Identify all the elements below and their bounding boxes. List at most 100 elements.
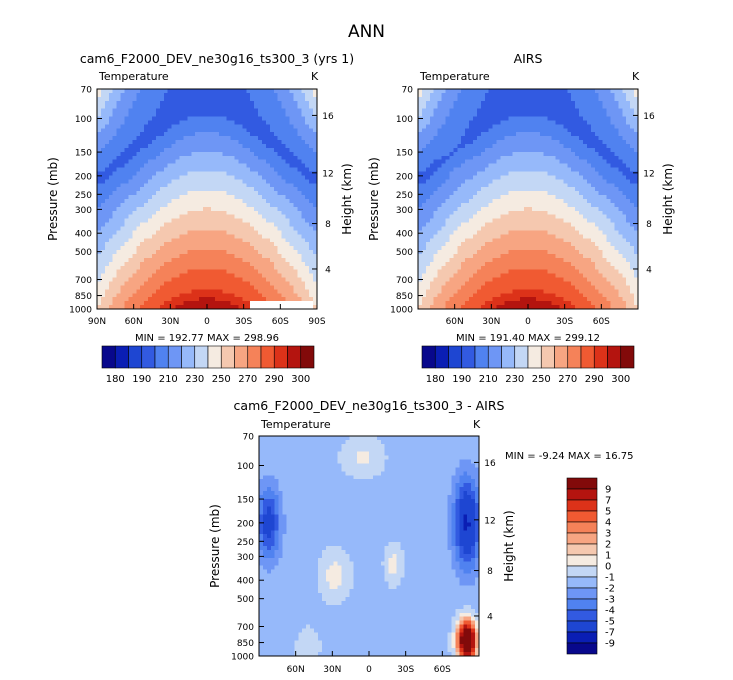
field-cell <box>492 163 498 169</box>
field-cell <box>484 202 490 208</box>
field-cell <box>199 301 204 306</box>
field-cell <box>203 246 208 251</box>
field-cell <box>97 108 102 114</box>
field-cell <box>97 175 102 180</box>
field-cell <box>586 199 592 204</box>
field-cell <box>167 238 173 243</box>
field-cell <box>187 265 192 271</box>
field-cell <box>269 89 275 94</box>
field-cell <box>132 112 137 118</box>
field-cell <box>289 89 295 94</box>
field-cell <box>250 179 255 184</box>
field-cell <box>116 206 122 212</box>
field-cell <box>238 246 243 251</box>
field-cell <box>551 151 557 157</box>
field-cell <box>207 277 212 283</box>
field-cell <box>626 151 631 157</box>
field-cell <box>480 175 486 180</box>
field-cell <box>575 120 580 125</box>
field-cell <box>226 112 232 118</box>
field-cell <box>120 104 126 110</box>
field-cell <box>258 187 263 192</box>
field-cell <box>293 261 298 267</box>
field-cell <box>614 199 619 204</box>
field-cell <box>273 163 279 169</box>
field-cell <box>281 179 287 184</box>
field-cell <box>594 112 600 118</box>
field-cell <box>418 202 423 208</box>
field-cell <box>191 222 196 228</box>
field-cell <box>246 238 251 243</box>
field-cell <box>195 265 200 271</box>
field-cell <box>171 277 177 283</box>
field-cell <box>606 104 612 110</box>
field-cell <box>250 89 255 94</box>
field-cell <box>461 116 466 122</box>
field-cell <box>421 202 427 208</box>
field-cell <box>476 96 482 102</box>
field-cell <box>250 163 255 169</box>
field-cell <box>622 202 627 208</box>
field-cell <box>309 265 314 271</box>
field-cell <box>191 257 196 263</box>
field-cell <box>492 191 498 196</box>
field-cell <box>269 261 275 267</box>
field-cell <box>610 179 616 184</box>
field-cell <box>571 171 576 177</box>
field-cell <box>433 191 439 196</box>
field-cell <box>618 163 623 169</box>
field-cell <box>104 191 110 196</box>
field-cell <box>195 147 200 153</box>
pressure-tick-label: 100 <box>75 115 92 125</box>
field-cell <box>281 210 287 216</box>
field-cell <box>230 112 236 118</box>
field-cell <box>128 179 133 184</box>
field-cell <box>285 104 291 110</box>
field-cell <box>199 285 204 290</box>
field-cell <box>441 120 447 125</box>
field-cell <box>258 132 263 137</box>
field-cell <box>269 273 275 279</box>
field-cell <box>234 277 240 283</box>
field-cell <box>226 132 232 137</box>
field-cell <box>301 175 306 180</box>
field-cell <box>116 144 122 149</box>
field-cell <box>265 147 271 153</box>
field-cell <box>305 293 310 298</box>
field-cell <box>469 136 474 141</box>
field-cell <box>116 187 122 192</box>
field-cell <box>230 293 236 298</box>
field-cell <box>488 124 494 129</box>
field-cell <box>293 230 298 235</box>
field-cell <box>163 132 169 137</box>
field-cell <box>273 108 279 114</box>
field-cell <box>144 285 149 290</box>
field-cell <box>262 273 267 279</box>
field-cell <box>100 155 106 161</box>
field-cell <box>203 108 208 114</box>
field-cell <box>476 108 482 114</box>
field-cell <box>144 116 149 122</box>
field-cell <box>551 159 557 165</box>
field-cell <box>210 187 216 192</box>
field-cell <box>297 250 302 255</box>
field-cell <box>132 265 137 271</box>
field-cell <box>234 238 240 243</box>
field-cell <box>171 206 177 212</box>
field-cell <box>179 285 185 290</box>
field-cell <box>218 104 224 110</box>
field-cell <box>128 112 133 118</box>
field-cell <box>187 257 192 263</box>
field-cell <box>152 265 157 271</box>
field-cell <box>100 112 106 118</box>
field-cell <box>254 163 259 169</box>
field-cell <box>234 242 240 247</box>
field-cell <box>484 116 490 122</box>
field-cell <box>524 210 529 216</box>
field-cell <box>116 250 122 255</box>
field-cell <box>171 124 177 129</box>
field-cell <box>602 163 608 169</box>
field-cell <box>136 242 141 247</box>
field-cell <box>614 175 619 180</box>
field-cell <box>575 183 580 188</box>
